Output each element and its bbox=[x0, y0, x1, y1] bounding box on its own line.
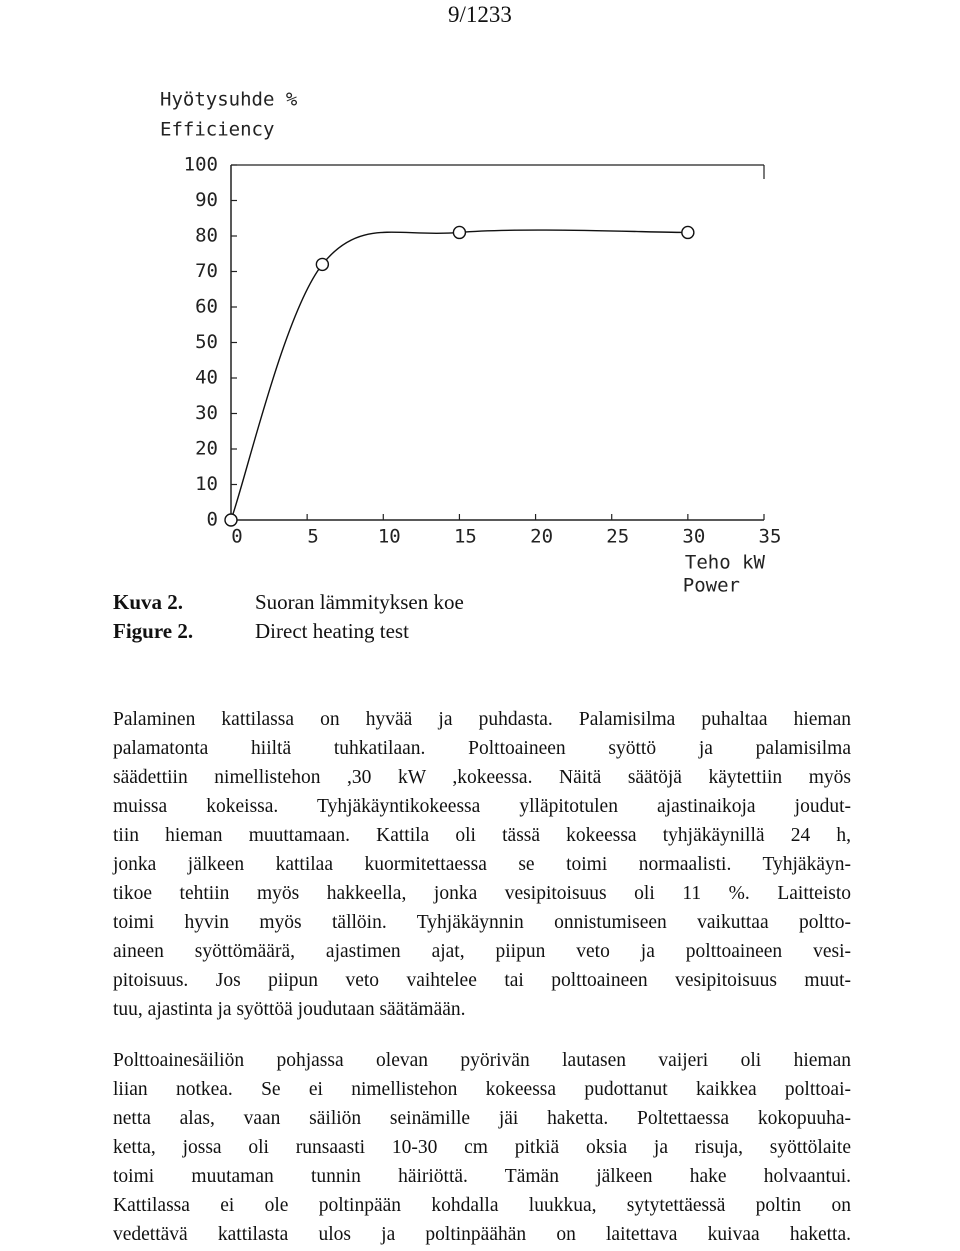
y-tick-label: 50 bbox=[195, 331, 218, 353]
y-tick-label: 0 bbox=[207, 509, 218, 531]
data-point bbox=[224, 513, 238, 527]
y-axis-label-en: Efficiency bbox=[160, 119, 274, 141]
text-line: palamatonta hiiltä tuhkatilaan. Polttoai… bbox=[113, 738, 851, 759]
y-tick-label: 80 bbox=[195, 225, 218, 247]
data-point bbox=[315, 257, 330, 272]
caption-title: Direct heating test bbox=[255, 619, 409, 643]
x-axis-label-en: Power bbox=[683, 575, 740, 597]
text-line: toimi hyvin myös tällöin. Tyhjäkäynnin o… bbox=[113, 912, 851, 933]
caption-label: Figure 2. bbox=[113, 619, 194, 643]
x-tick-label: 20 bbox=[530, 526, 553, 548]
y-tick-label: 30 bbox=[195, 402, 218, 424]
text-line: aineen syöttömäärä, ajastimen ajat, piip… bbox=[113, 941, 851, 962]
text-line: Palaminen kattilassa on hyvää ja puhdast… bbox=[113, 709, 851, 730]
text-line: muissa kokeissa. Tyhjäkäyntikokeessa yll… bbox=[113, 796, 851, 817]
y-tick-label: 40 bbox=[195, 367, 218, 389]
page-number: 9/1233 bbox=[448, 2, 512, 27]
y-tick-label: 10 bbox=[195, 473, 218, 495]
text-line: säädettiin nimellistehon ,30 kW ,kokeess… bbox=[113, 767, 851, 788]
x-tick-label: 15 bbox=[454, 526, 477, 548]
data-point bbox=[681, 225, 695, 240]
caption-label: Kuva 2. bbox=[113, 590, 184, 614]
text-line: pitoisuus. Jos piipun veto vaihtelee tai… bbox=[113, 970, 851, 991]
text-line: vedettävä kattilasta ulos ja poltinpäähä… bbox=[113, 1224, 851, 1245]
text-line: jonka jälkeen kattilaa kuormitettaessa s… bbox=[113, 854, 851, 875]
text-line: ketta, jossa oli runsaasti 10-30 cm pitk… bbox=[113, 1137, 851, 1158]
text-line: tikoe tehtiin myös hakkeella, jonka vesi… bbox=[113, 883, 851, 904]
paragraph: Polttoainesäiliön pohjassa olevan pyöriv… bbox=[113, 1046, 851, 1249]
y-tick-label: 60 bbox=[195, 296, 218, 318]
x-tick-label: 25 bbox=[606, 526, 629, 548]
x-tick-label: 0 bbox=[231, 526, 242, 548]
text-line: Kattilassa ei ole poltinpään kohdalla lu… bbox=[113, 1195, 851, 1216]
chart: Hyötysuhde % Efficiency Teho kW Power 0 1… bbox=[160, 89, 782, 597]
text-line: toimi muutaman tunnin häiriöttä. Tämän j… bbox=[113, 1166, 851, 1187]
paragraph: Palaminen kattilassa on hyvää ja puhdast… bbox=[113, 705, 851, 1024]
data-point bbox=[452, 225, 467, 240]
x-tick-label: 5 bbox=[307, 526, 318, 548]
text-line: tiin hieman muuttamaan. Kattila oli täss… bbox=[113, 825, 851, 846]
y-axis-label: Hyötysuhde % bbox=[160, 89, 298, 111]
x-tick-label: 35 bbox=[759, 526, 782, 548]
data-line bbox=[230, 229, 688, 521]
text-line: netta alas, vaan säiliön seinämille jäi … bbox=[113, 1108, 851, 1129]
x-axis-label: Teho kW bbox=[685, 552, 766, 574]
x-tick-label: 10 bbox=[378, 526, 401, 548]
text-line: Polttoainesäiliön pohjassa olevan pyöriv… bbox=[113, 1050, 851, 1071]
y-tick-label: 20 bbox=[195, 438, 218, 460]
text-line: tuu, ajastinta ja syöttöä joudutaan säät… bbox=[113, 999, 466, 1020]
y-tick-label: 90 bbox=[195, 189, 218, 211]
y-tick-label: 70 bbox=[195, 260, 218, 282]
caption-title: Suoran lämmityksen koe bbox=[255, 590, 464, 614]
y-tick-label: 100 bbox=[184, 154, 218, 176]
x-tick-label: 30 bbox=[682, 526, 705, 548]
text-line: liian notkea. Se ei nimellistehon kokees… bbox=[113, 1079, 851, 1100]
